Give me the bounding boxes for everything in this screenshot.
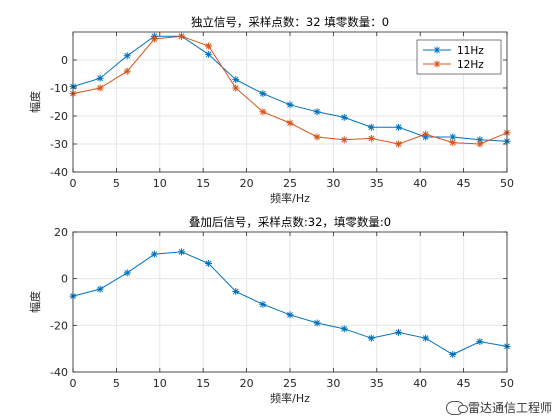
axes1-series-2-marker xyxy=(123,67,131,75)
axes1-series-2-marker xyxy=(178,32,185,40)
axes2-series-1-marker xyxy=(313,319,321,327)
axes2-series-1-marker xyxy=(476,338,484,346)
watermark-text: 雷达通信工程师 xyxy=(467,401,552,415)
axes1-legend-marker xyxy=(433,46,441,54)
axes1-series-2-marker xyxy=(395,140,402,148)
axes1-series-1-marker xyxy=(205,50,213,58)
axes1-ytick-label: -40 xyxy=(50,166,68,179)
axes1-xtick-label: 0 xyxy=(70,177,77,190)
axes1-series-1-marker xyxy=(395,123,402,131)
axes1-series-2-marker xyxy=(340,136,348,144)
axes1-series-1-marker xyxy=(476,136,484,144)
axes1-series-2-marker xyxy=(259,108,267,116)
axes2-xtick-label: 35 xyxy=(370,377,384,390)
axes1-series-2-marker xyxy=(232,84,240,92)
axes1-xtick-label: 25 xyxy=(283,177,297,190)
axes1-xtick-label: 20 xyxy=(240,177,254,190)
axes2-ytick-label: 20 xyxy=(54,226,68,239)
axes2-xtick-label: 45 xyxy=(457,377,471,390)
axes1-series-1-marker xyxy=(96,74,104,82)
axes1-xlabel: 频率/Hz xyxy=(270,191,310,205)
axes1-legend-box xyxy=(416,39,502,75)
axes1-series-1-marker xyxy=(449,133,457,141)
axes2-xtick-label: 5 xyxy=(113,377,120,390)
axes1-ytick-label: -30 xyxy=(50,138,68,151)
axes2-xtick-label: 25 xyxy=(283,377,297,390)
axes1-series-2-marker xyxy=(96,84,104,92)
axes1-series-2-marker xyxy=(367,134,375,142)
axes1-xtick-label: 5 xyxy=(113,177,120,190)
axes2-xtick-label: 50 xyxy=(500,377,514,390)
axes1-series-1-marker xyxy=(313,108,321,116)
axes2-series-1-marker xyxy=(96,285,104,293)
axes2-xtick-label: 0 xyxy=(70,377,77,390)
axes2-xtick-label: 40 xyxy=(413,377,427,390)
axes1-title: 独立信号，采样点数：32 填零数量：0 xyxy=(191,15,389,29)
axes1-series-2-marker xyxy=(150,35,158,43)
axes1-series-2-marker xyxy=(205,42,213,50)
axes1-series-2-marker xyxy=(422,130,430,138)
axes1-series-1-marker xyxy=(259,90,267,98)
axes1-xtick-label: 50 xyxy=(500,177,514,190)
axes2-xtick-label: 15 xyxy=(196,377,210,390)
axes2-series-1-marker xyxy=(422,334,430,342)
axes2-ytick-label: -20 xyxy=(50,319,68,332)
axes2-xlabel: 频率/Hz xyxy=(270,391,310,405)
axes1-xtick-label: 35 xyxy=(370,177,384,190)
axes1-xtick-label: 10 xyxy=(153,177,167,190)
axes2-series-1-marker xyxy=(286,311,294,319)
axes2-series-1-marker xyxy=(340,325,348,333)
axes1-ytick-label: -20 xyxy=(50,110,68,123)
axes1-xtick-label: 30 xyxy=(326,177,340,190)
axes1-legend-marker xyxy=(433,60,441,68)
axes1-series-1-marker xyxy=(123,52,131,60)
axes1-series-2-marker xyxy=(313,133,321,141)
axes2-series-1-marker xyxy=(259,300,267,308)
axes2-series-1-marker xyxy=(178,248,185,256)
axes1-series-1-marker xyxy=(367,123,375,131)
axes1-xtick-label: 15 xyxy=(196,177,210,190)
axes2-xtick-label: 10 xyxy=(153,377,167,390)
axes2-series-1-marker xyxy=(150,250,158,258)
axes2-ytick-label: -40 xyxy=(50,366,68,379)
axes2-series-1-marker xyxy=(449,351,457,358)
axes1-series-2-marker xyxy=(449,139,457,147)
axes2-series-1-marker xyxy=(205,260,213,267)
axes2-title: 叠加后信号，采样点数:32，填零数量:0 xyxy=(189,215,391,229)
axes1-series-2-marker xyxy=(476,140,484,148)
axes1-ytick-label: -10 xyxy=(50,82,68,95)
axes2-xtick-label: 20 xyxy=(240,377,254,390)
wechat-icon xyxy=(445,400,468,415)
axes1-legend-label: 12Hz xyxy=(457,59,484,71)
axes2-xtick-label: 30 xyxy=(326,377,340,390)
axes1-xtick-label: 40 xyxy=(413,177,427,190)
axes2-ytick-label: 0 xyxy=(61,273,68,286)
axes2-ylabel: 幅度 xyxy=(28,291,42,313)
axes1-series-1-marker xyxy=(232,76,240,84)
axes1-ytick-label: 0 xyxy=(61,54,68,67)
axes1-xtick-label: 45 xyxy=(457,177,471,190)
axes2-series-1-marker xyxy=(232,288,240,295)
axes1-series-1-marker xyxy=(286,101,294,109)
axes1-legend-label: 11Hz xyxy=(457,45,484,57)
axes1-ylabel: 幅度 xyxy=(28,91,42,113)
axes2-series-1-marker xyxy=(123,269,131,277)
axes1-series-1-marker xyxy=(340,113,348,121)
axes2-series-1-marker xyxy=(395,328,402,336)
axes2-series-1-marker xyxy=(367,334,375,342)
watermark: 雷达通信工程师 xyxy=(445,399,552,416)
axes1-series-2-marker xyxy=(286,119,294,127)
